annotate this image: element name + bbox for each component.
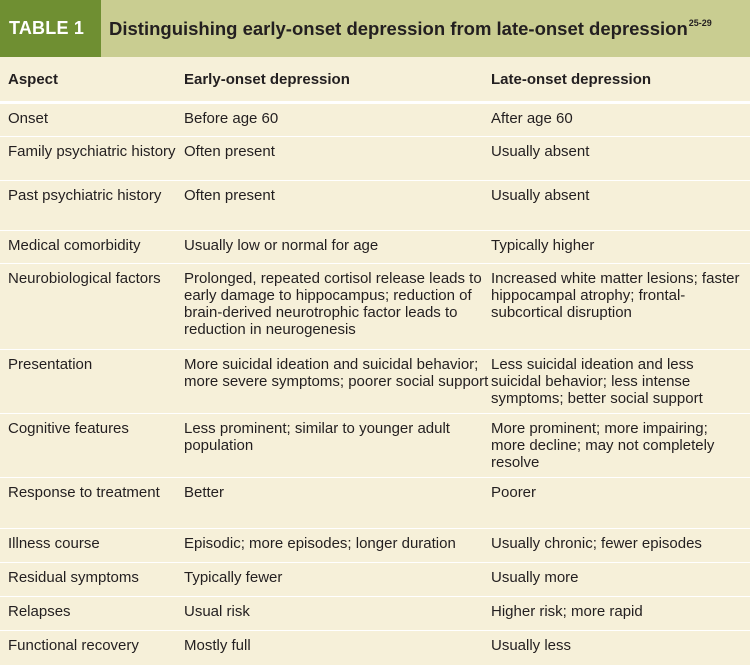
- table-row: Cognitive features Less prominent; simil…: [0, 413, 750, 477]
- table-row: Residual symptoms Typically fewer Usuall…: [0, 562, 750, 596]
- row-late-onset-cell: Usually chronic; fewer episodes: [491, 535, 702, 552]
- row-aspect-cell: Response to treatment: [8, 484, 160, 501]
- table-row: Medical comorbidity Usually low or norma…: [0, 230, 750, 263]
- table-row: Illness course Episodic; more episodes; …: [0, 528, 750, 562]
- row-aspect-cell: Family psychiatric history: [8, 143, 176, 160]
- table-row: Presentation More suicidal ideation and …: [0, 349, 750, 413]
- table-row: Onset Before age 60 After age 60: [0, 103, 750, 136]
- row-early-onset-cell: Prolonged, repeated cortisol release lea…: [184, 270, 482, 338]
- row-early-onset-cell: Before age 60: [184, 110, 279, 127]
- row-aspect-cell: Neurobiological factors: [8, 270, 161, 287]
- row-aspect-cell: Relapses: [8, 603, 71, 620]
- row-aspect-cell: Onset: [8, 110, 49, 127]
- table-row: Relapses Usual risk Higher risk; more ra…: [0, 596, 750, 630]
- row-early-onset-cell: Often present: [184, 187, 275, 204]
- row-early-onset-cell: Usual risk: [184, 603, 250, 620]
- row-aspect-cell: Residual symptoms: [8, 569, 139, 586]
- row-early-onset-cell: Often present: [184, 143, 275, 160]
- table-row: Family psychiatric history Often present…: [0, 136, 750, 180]
- row-late-onset-cell: Typically higher: [491, 237, 595, 254]
- row-aspect-cell: Past psychiatric history: [8, 187, 162, 204]
- column-header-late-onset: Late-onset depression: [491, 70, 652, 88]
- row-aspect-cell: Illness course: [8, 535, 100, 552]
- row-late-onset-cell: Higher risk; more rapid: [491, 603, 643, 620]
- row-late-onset-cell: Usually absent: [491, 187, 590, 204]
- table-title-bar: TABLE 1 Distinguishing early-onset depre…: [0, 0, 750, 57]
- row-early-onset-cell: Usually low or normal for age: [184, 237, 379, 254]
- row-early-onset-cell: Mostly full: [184, 637, 251, 654]
- table-number-label: TABLE 1: [0, 0, 101, 57]
- table-title: Distinguishing early-onset depression fr…: [101, 0, 750, 57]
- row-early-onset-cell: Better: [184, 484, 225, 501]
- row-early-onset-cell: Episodic; more episodes; longer duration: [184, 535, 456, 552]
- row-early-onset-cell: Typically fewer: [184, 569, 283, 586]
- table-row: Neurobiological factors Prolonged, repea…: [0, 263, 750, 349]
- row-aspect-cell: Presentation: [8, 356, 93, 373]
- row-late-onset-cell: More prominent; more impairing; more dec…: [491, 420, 715, 471]
- row-aspect-cell: Functional recovery: [8, 637, 139, 654]
- row-late-onset-cell: Usually less: [491, 637, 572, 654]
- row-early-onset-cell: Less prominent; similar to younger adult…: [184, 420, 450, 454]
- table-row: Past psychiatric history Often present U…: [0, 180, 750, 230]
- table-row: Functional recovery Mostly full Usually …: [0, 630, 750, 664]
- row-late-onset-cell: Usually absent: [491, 143, 590, 160]
- row-late-onset-cell: After age 60: [491, 110, 573, 127]
- row-aspect-cell: Cognitive features: [8, 420, 129, 437]
- table-row: Response to treatment Better Poorer: [0, 477, 750, 528]
- column-header-early-onset: Early-onset depression: [184, 70, 350, 88]
- table-title-references: 25-29: [688, 17, 712, 28]
- row-early-onset-cell: More suicidal ideation and suicidal beha…: [184, 356, 489, 390]
- row-late-onset-cell: Less suicidal ideation and less suicidal…: [491, 356, 703, 407]
- row-late-onset-cell: Increased white matter lesions; faster h…: [491, 270, 740, 321]
- column-header-aspect: Aspect: [8, 70, 59, 88]
- table-title-text: Distinguishing early-onset depression fr…: [109, 17, 688, 39]
- table-header-row: Aspect Early-onset depression Late-onset…: [0, 57, 750, 103]
- row-late-onset-cell: Poorer: [491, 484, 537, 501]
- row-late-onset-cell: Usually more: [491, 569, 579, 586]
- row-aspect-cell: Medical comorbidity: [8, 237, 141, 254]
